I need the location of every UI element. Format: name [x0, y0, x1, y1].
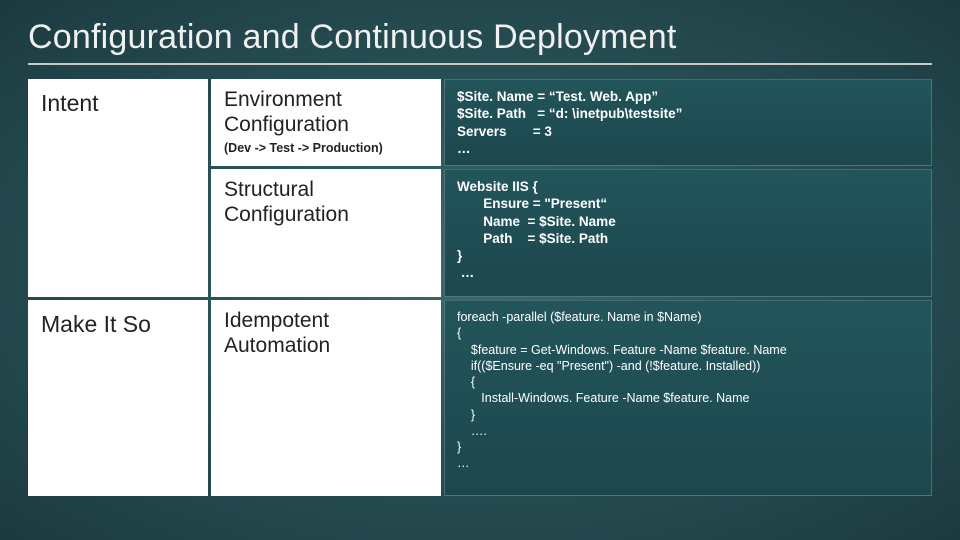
env-config-sub: (Dev -> Test -> Production)	[224, 141, 430, 155]
content-grid: Intent Environment Configuration (Dev ->…	[28, 79, 932, 496]
struct-config-code-cell: Website IIS { Ensure = "Present“ Name = …	[444, 169, 932, 297]
intent-label: Intent	[28, 79, 208, 297]
env-config-cell: Environment Configuration (Dev -> Test -…	[211, 79, 441, 166]
slide: Configuration and Continuous Deployment …	[0, 0, 960, 540]
intent-text: Intent	[41, 90, 99, 117]
struct-config-cell: Structural Configuration	[211, 169, 441, 297]
struct-config-code: Website IIS { Ensure = "Present“ Name = …	[457, 178, 921, 282]
struct-config-title: Structural Configuration	[224, 178, 430, 228]
idempotent-code: foreach -parallel ($feature. Name in $Na…	[457, 309, 921, 472]
idempotent-code-cell: foreach -parallel ($feature. Name in $Na…	[444, 300, 932, 496]
make-it-so-text: Make It So	[41, 311, 151, 338]
make-it-so-label: Make It So	[28, 300, 208, 496]
env-config-code: $Site. Name = “Test. Web. App” $Site. Pa…	[457, 88, 921, 157]
idempotent-title: Idempotent Automation	[224, 309, 430, 359]
env-config-code-cell: $Site. Name = “Test. Web. App” $Site. Pa…	[444, 79, 932, 166]
idempotent-cell: Idempotent Automation	[211, 300, 441, 496]
slide-title: Configuration and Continuous Deployment	[28, 18, 932, 65]
env-config-title: Environment Configuration	[224, 88, 430, 138]
